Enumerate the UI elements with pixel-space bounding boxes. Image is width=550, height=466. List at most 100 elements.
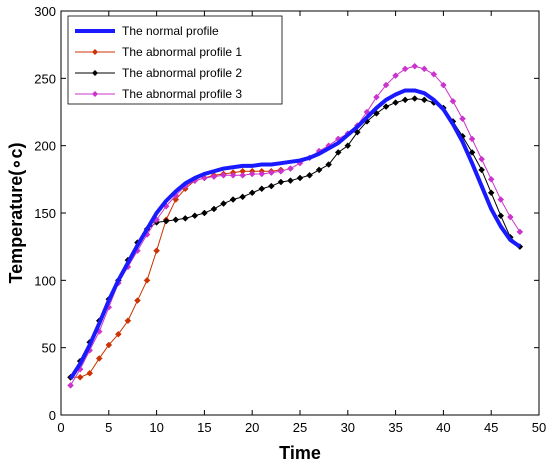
data-point [516,228,524,236]
data-point [401,65,409,73]
data-point [487,189,495,197]
legend-marker [92,70,98,76]
x-tick-label: 5 [105,420,112,435]
data-point [210,173,218,180]
data-point [315,166,323,174]
data-point [306,171,313,179]
x-tick-label: 40 [436,420,450,435]
x-tick-label: 35 [388,420,402,435]
data-point [248,189,256,197]
x-tick-label: 20 [245,420,259,435]
legend-item: The normal profile [75,24,219,38]
data-point [86,369,94,377]
x-tick-label: 50 [532,420,546,435]
data-point [478,166,485,174]
data-point [248,170,256,178]
data-point [181,215,189,222]
x-tick-label: 0 [57,420,64,435]
data-point [468,149,476,156]
data-point [239,193,246,201]
abnormal-profile-line [70,65,521,386]
x-tick-label: 30 [341,420,355,435]
data-point [392,72,399,79]
y-axis-title: Temperature(∘c) [6,143,26,284]
x-axis-title: Time [279,443,321,463]
legend-item: The abnormal profile 1 [75,45,242,59]
data-point [468,135,476,143]
legend-item: The abnormal profile 2 [75,66,242,80]
series-layer [67,62,524,389]
data-point [420,96,428,104]
data-point [105,341,113,349]
data-point [487,175,495,183]
data-point [401,96,409,104]
data-point [124,317,132,325]
x-tick-label: 25 [293,420,307,435]
data-point [287,165,294,172]
legend-label: The abnormal profile 3 [122,87,242,101]
legend-marker [92,91,98,97]
data-point [277,167,285,175]
data-point [162,217,170,225]
legend-marker [92,49,98,55]
x-tick-label: 15 [197,420,211,435]
data-point [172,196,180,203]
data-point [220,200,227,207]
data-point [95,355,103,362]
data-point [201,209,208,217]
data-point [134,297,141,304]
data-point [287,177,294,185]
y-tick-label: 150 [34,206,56,221]
data-point [115,330,122,338]
data-point [411,95,419,102]
data-point [296,174,304,182]
x-axis-ticks: 0 5 10 15 20 25 30 35 40 45 50 [57,11,546,435]
data-point [277,178,285,186]
data-point [459,115,466,123]
data-point [382,103,390,110]
data-point [497,212,505,220]
data-point [334,149,342,156]
y-tick-label: 200 [34,139,56,154]
data-point [430,70,438,78]
data-point [440,81,447,89]
data-point [153,247,160,255]
data-point [420,65,428,73]
y-tick-label: 0 [49,408,56,423]
data-point [373,93,380,101]
data-point [325,161,333,168]
legend-label: The abnormal profile 1 [122,45,242,59]
data-point [210,205,218,213]
data-point [478,155,485,163]
y-tick-label: 50 [42,341,56,356]
legend-label: The normal profile [122,24,219,38]
data-point [449,97,457,105]
data-point [392,99,399,106]
data-point [506,213,514,221]
data-point [229,196,237,203]
data-point [239,171,246,179]
series-1 [68,88,522,380]
data-point [143,276,151,284]
data-point [267,169,275,176]
data-point [267,182,275,190]
y-tick-label: 100 [34,273,56,288]
data-point [411,62,419,70]
data-point [354,128,361,136]
data-point [229,171,237,179]
data-point [76,373,84,381]
legend-label: The abnormal profile 2 [122,66,242,80]
y-tick-label: 300 [34,4,56,19]
data-point [220,171,227,179]
normal-profile-line [68,88,522,380]
y-tick-label: 250 [34,71,56,86]
data-point [344,142,352,150]
data-point [258,170,266,178]
data-point [382,81,390,89]
data-point [497,196,505,203]
data-point [258,185,266,193]
data-point [67,382,74,389]
legend: The normal profile The abnormal profile 1… [67,15,283,105]
